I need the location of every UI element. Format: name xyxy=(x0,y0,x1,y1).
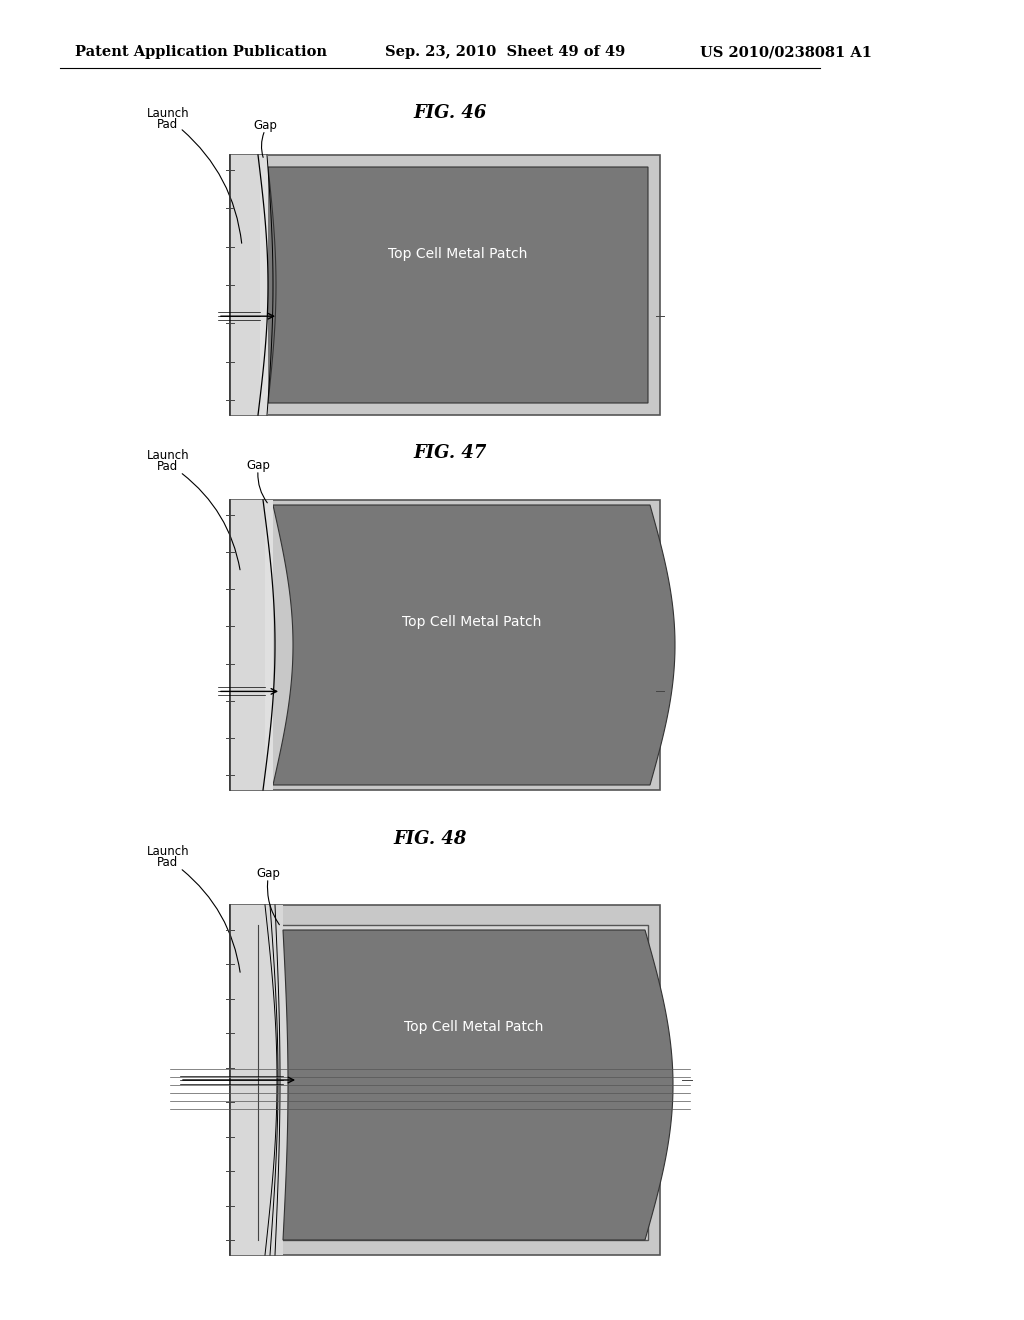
Polygon shape xyxy=(283,931,673,1239)
Text: Launch: Launch xyxy=(146,449,189,462)
Text: Launch: Launch xyxy=(146,107,189,120)
Text: FIG. 47: FIG. 47 xyxy=(414,444,486,462)
Bar xyxy=(230,154,660,414)
Text: Top Cell Metal Patch: Top Cell Metal Patch xyxy=(401,615,542,628)
Text: Launch: Launch xyxy=(146,845,189,858)
Bar xyxy=(230,906,660,1255)
Text: FIG. 48: FIG. 48 xyxy=(393,830,467,847)
Bar xyxy=(230,500,273,789)
Bar xyxy=(260,154,268,414)
Text: Top Cell Metal Patch: Top Cell Metal Patch xyxy=(404,1020,544,1035)
Text: Gap: Gap xyxy=(253,119,276,132)
Text: Pad: Pad xyxy=(158,855,178,869)
Polygon shape xyxy=(268,168,648,403)
Bar xyxy=(230,154,268,414)
Text: Patent Application Publication: Patent Application Publication xyxy=(75,45,327,59)
Text: Pad: Pad xyxy=(158,117,178,131)
Text: FIG. 46: FIG. 46 xyxy=(414,104,486,121)
Text: Sep. 23, 2010  Sheet 49 of 49: Sep. 23, 2010 Sheet 49 of 49 xyxy=(385,45,626,59)
Bar xyxy=(244,169,646,401)
Bar xyxy=(265,500,273,789)
Text: Gap: Gap xyxy=(256,867,280,880)
Text: Top Cell Metal Patch: Top Cell Metal Patch xyxy=(388,247,527,261)
Text: Gap: Gap xyxy=(246,459,270,473)
Bar xyxy=(230,906,283,1255)
Text: US 2010/0238081 A1: US 2010/0238081 A1 xyxy=(700,45,872,59)
Bar xyxy=(258,925,648,1239)
Text: Pad: Pad xyxy=(158,459,178,473)
Polygon shape xyxy=(273,506,675,785)
Bar xyxy=(230,500,660,789)
